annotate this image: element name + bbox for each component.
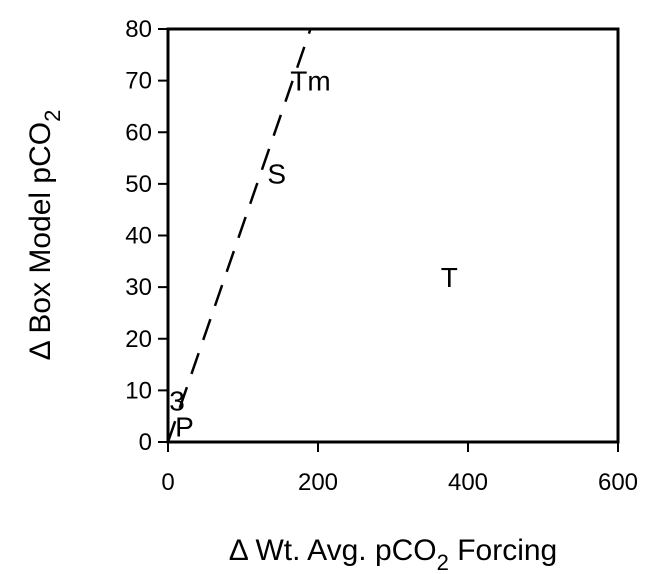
point-s: S bbox=[267, 159, 286, 190]
x-tick-label-1: 200 bbox=[298, 469, 338, 496]
x-axis-label: Δ Wt. Avg. pCO2 Forcing bbox=[229, 534, 558, 574]
y-tick-label-5: 50 bbox=[125, 171, 152, 198]
y-tick-label-0: 0 bbox=[139, 429, 152, 456]
y-tick-label-7: 70 bbox=[125, 68, 152, 95]
fit-line bbox=[166, 28, 312, 443]
x-tick-label-2: 400 bbox=[448, 469, 488, 496]
point-t: T bbox=[441, 262, 458, 293]
y-tick-label-6: 60 bbox=[125, 119, 152, 146]
plot-area bbox=[166, 27, 620, 444]
y-axis-label: Δ Box Model pCO2 bbox=[24, 110, 65, 361]
y-tick-label-2: 20 bbox=[125, 326, 152, 353]
point-tm: Tm bbox=[290, 66, 330, 97]
x-axis-ticks: 0 200 400 600 bbox=[161, 442, 638, 496]
y-tick-label-4: 40 bbox=[125, 223, 152, 250]
point-p: P bbox=[175, 412, 194, 443]
plot-frame bbox=[166, 27, 620, 444]
x-tick-label-3: 600 bbox=[598, 469, 638, 496]
y-tick-label-8: 80 bbox=[125, 16, 152, 43]
y-tick-label-1: 10 bbox=[125, 377, 152, 404]
y-tick-label-3: 30 bbox=[125, 274, 152, 301]
point-3: 3 bbox=[169, 386, 185, 417]
point-labels: Tm S T 3P bbox=[169, 66, 458, 443]
x-tick-label-0: 0 bbox=[161, 469, 174, 496]
y-axis-ticks: 0 10 20 30 40 50 60 70 80 bbox=[125, 16, 168, 456]
